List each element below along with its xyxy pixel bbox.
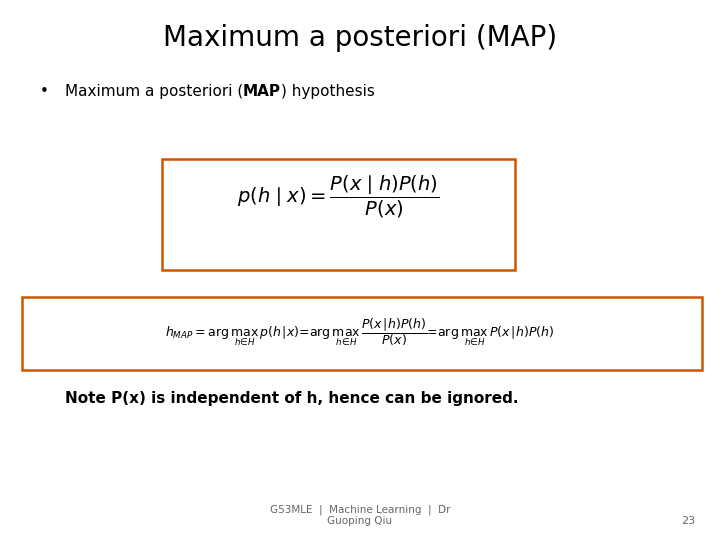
- Text: $p(h\mid x) = \dfrac{P(x\mid h)P(h)}{P(x)}$: $p(h\mid x) = \dfrac{P(x\mid h)P(h)}{P(x…: [237, 174, 440, 220]
- Text: Maximum a posteriori (: Maximum a posteriori (: [65, 84, 243, 99]
- Text: Maximum a posteriori (MAP): Maximum a posteriori (MAP): [163, 24, 557, 52]
- Text: ) hypothesis: ) hypothesis: [281, 84, 375, 99]
- FancyBboxPatch shape: [22, 297, 702, 370]
- FancyBboxPatch shape: [162, 159, 515, 270]
- Text: 23: 23: [680, 516, 695, 526]
- Text: Note P(x) is independent of h, hence can be ignored.: Note P(x) is independent of h, hence can…: [65, 392, 518, 407]
- Text: $h_{MAP} = \arg\max_{h\in H}\, p(h\mid x) = \arg\max_{h\in H}\,\dfrac{P(x\mid h): $h_{MAP} = \arg\max_{h\in H}\, p(h\mid x…: [166, 316, 554, 348]
- Text: MAP: MAP: [243, 84, 281, 99]
- Text: •: •: [40, 84, 48, 99]
- Text: G53MLE  |  Machine Learning  |  Dr
Guoping Qiu: G53MLE | Machine Learning | Dr Guoping Q…: [270, 504, 450, 526]
